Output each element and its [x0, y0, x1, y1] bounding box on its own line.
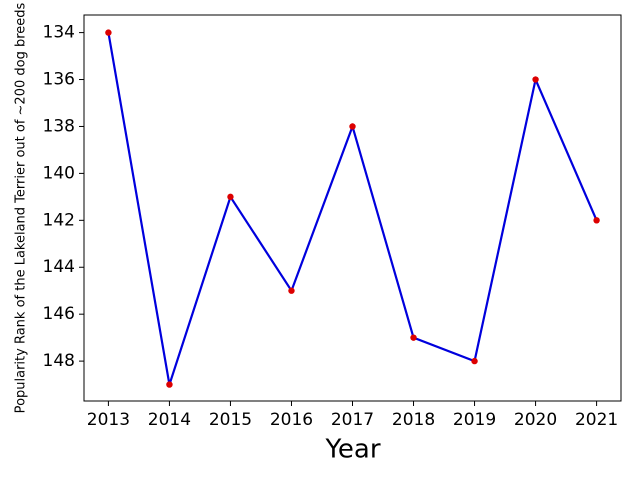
x-tick-label: 2015 — [209, 410, 252, 430]
marker — [227, 193, 234, 201]
x-tick-label: 2020 — [514, 410, 557, 430]
y-tick-label: 134 — [43, 23, 75, 43]
y-tick-label: 146 — [43, 304, 75, 324]
x-tick-label: 2014 — [148, 410, 191, 430]
marker — [349, 123, 356, 130]
x-tick-label: 2017 — [331, 410, 374, 430]
marker — [166, 381, 173, 388]
marker — [471, 357, 478, 365]
y-axis-label: Popularity Rank of the Lakeland Terrier … — [14, 2, 29, 413]
x-tick-label: 2013 — [87, 410, 130, 430]
plot-frame — [83, 14, 622, 402]
y-tick-label: 138 — [43, 116, 75, 136]
line — [107, 32, 598, 385]
x-tick-label: 2016 — [270, 410, 313, 430]
marker — [593, 217, 600, 224]
x-tick-label: 2021 — [575, 410, 618, 430]
marker — [105, 29, 112, 36]
y-tick-label: 140 — [43, 163, 75, 183]
marker — [532, 76, 539, 83]
marker — [288, 287, 295, 294]
y-tick-label: 142 — [43, 210, 75, 230]
marker — [410, 334, 417, 341]
y-tick-label: 136 — [43, 70, 75, 90]
y-tick-label: 144 — [43, 257, 75, 277]
y-tick-label: 148 — [43, 351, 75, 371]
x-axis-label: Year — [324, 435, 380, 465]
x-tick-label: 2018 — [392, 410, 435, 430]
x-tick-label: 2019 — [453, 410, 496, 430]
